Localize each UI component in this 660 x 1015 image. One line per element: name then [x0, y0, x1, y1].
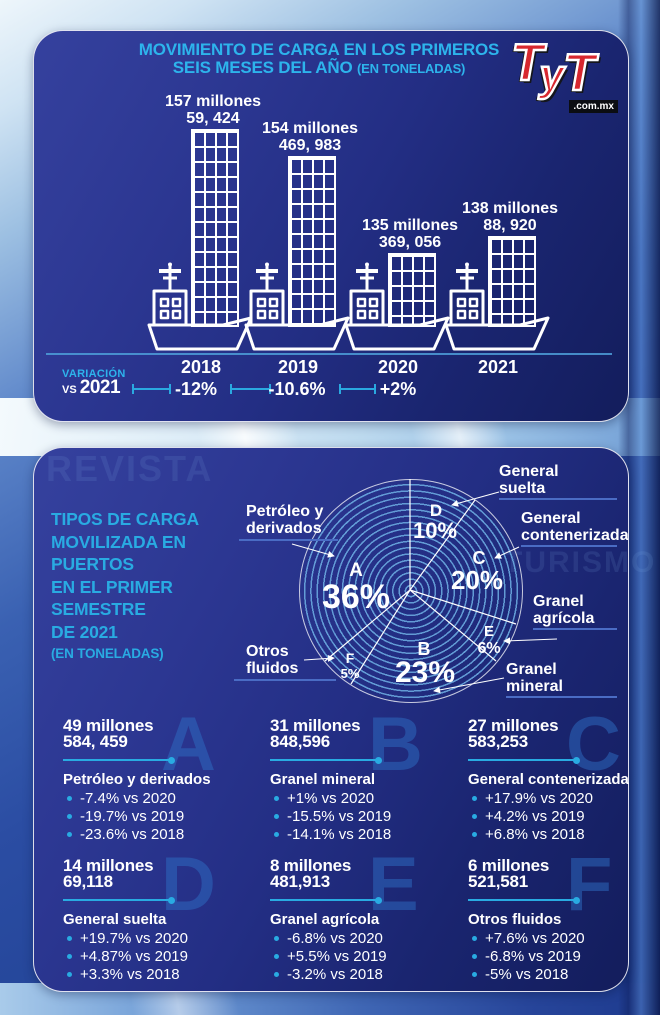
ship-icon: [147, 261, 253, 351]
year-label-2019: 2019: [277, 357, 319, 377]
panel1-title-unit: (EN TONELADAS): [357, 61, 466, 76]
bullet-dot: [472, 954, 477, 959]
card-B: B 31 millones 848,596 Granel mineral +1%…: [270, 707, 465, 842]
card-B-letter: B: [368, 702, 423, 787]
cargo-movement-panel: MOVIMIENTO DE CARGA EN LOS PRIMEROS SEIS…: [33, 30, 629, 422]
panel1-title-line1: MOVIMIENTO DE CARGA EN LOS PRIMEROS: [138, 40, 500, 59]
bullet-dot: [274, 814, 279, 819]
card-C: C 27 millones 583,253 General conteneriz…: [468, 707, 660, 842]
svg-text:derivados: derivados: [246, 520, 322, 537]
card-A-letter: A: [161, 702, 216, 787]
callout-contenerizada: General: [521, 510, 581, 527]
card-rule: [63, 896, 175, 904]
svg-text:fluidos: fluidos: [246, 660, 299, 677]
bullet-dot: [67, 954, 72, 959]
svg-text:agrícola: agrícola: [533, 610, 594, 627]
year-label-2020: 2020: [377, 357, 419, 377]
card-F-name: Otros fluidos: [468, 911, 562, 928]
tyt-logo: T y T .com.mx: [506, 25, 618, 113]
logo-domain: .com.mx: [569, 100, 618, 113]
card-rule: [63, 756, 175, 764]
panel1-title-line2: SEIS MESES DEL AÑO (EN TONELADAS): [172, 58, 466, 77]
variation-connector: [132, 384, 171, 394]
bar-2020-value: 135 millones 369, 056: [361, 217, 459, 251]
card-E: E 8 millones 481,913 Granel agrícola -6.…: [270, 847, 465, 982]
year-label-2018: 2018: [180, 357, 222, 377]
variation-vs-year: VS 2021: [62, 377, 121, 398]
bar-2021-value: 138 millones 88, 920: [461, 200, 559, 234]
bullet-dot: [67, 972, 72, 977]
bar-2021-building: [488, 236, 536, 327]
card-E-letter: E: [368, 842, 419, 927]
panel1-title: MOVIMIENTO DE CARGA EN LOS PRIMEROS SEIS…: [94, 41, 544, 78]
bullet-dot: [67, 832, 72, 837]
bar-2019-value: 154 millones 469, 983: [261, 120, 359, 154]
variation-2019: -10.6%: [268, 379, 326, 399]
panel2-title: TIPOS DE CARGA MOVILIZADA EN PUERTOS EN …: [51, 508, 199, 666]
bullet-dot: [472, 796, 477, 801]
variation-connector: [339, 384, 376, 394]
svg-text:mineral: mineral: [506, 678, 563, 695]
bar-2018-building: [191, 129, 239, 327]
variation-block: VARIACIÓN VS 2021: [62, 368, 126, 397]
bullet-dot: [67, 796, 72, 801]
card-F: F 6 millones 521,581 Otros fluidos +7.6%…: [468, 847, 660, 982]
bullet-dot: [472, 832, 477, 837]
callout-mineral: Granel: [506, 661, 557, 678]
bullet-dot: [274, 954, 279, 959]
card-A: A 49 millones 584, 459 Petróleo y deriva…: [63, 707, 258, 842]
cargo-types-panel: REVISTA TURISMO TIPOS DE CARGA MOVILIZAD…: [33, 447, 654, 992]
callout-fluidos: Otros: [246, 643, 289, 660]
bullet-dot: [67, 936, 72, 941]
watermark-text: TURISMO: [504, 546, 657, 579]
card-D: D 14 millones 69,118 General suelta +19.…: [63, 847, 258, 982]
chart-baseline: [46, 353, 612, 355]
svg-text:suelta: suelta: [499, 480, 545, 497]
card-B-name: Granel mineral: [270, 771, 376, 788]
card-rule: [270, 896, 382, 904]
ship-icon: [344, 261, 450, 351]
bar-2019-building: [288, 156, 336, 327]
pie-chart-rings: [299, 479, 523, 703]
variation-connector: [230, 384, 271, 394]
bar-2020-building: [388, 253, 436, 327]
watermark-text: REVISTA: [46, 448, 214, 489]
panel2-title-unit: (EN TONELADAS): [51, 646, 164, 661]
card-rule: [468, 756, 580, 764]
bullet-dot: [274, 936, 279, 941]
card-rule: [270, 756, 382, 764]
callout-suelta: General: [499, 463, 559, 480]
callout-petroleo: Petróleo y: [246, 503, 323, 520]
bullet-dot: [67, 814, 72, 819]
card-C-letter: C: [566, 702, 621, 787]
bar-2018-value: 157 millones 59, 424: [164, 93, 262, 127]
bullet-dot: [472, 936, 477, 941]
ship-icon: [244, 261, 350, 351]
card-D-name: General suelta: [63, 911, 167, 928]
card-D-letter: D: [161, 842, 216, 927]
ship-icon: [444, 261, 550, 351]
bullet-dot: [274, 972, 279, 977]
variation-2020: +2%: [379, 379, 417, 399]
card-E-name: Granel agrícola: [270, 911, 380, 928]
variation-title: VARIACIÓN: [62, 368, 126, 380]
bullet-dot: [472, 814, 477, 819]
card-C-name: General contenerizada: [468, 771, 629, 788]
bullet-dot: [274, 796, 279, 801]
callout-agricola: Granel: [533, 593, 584, 610]
variation-2018: -12%: [174, 379, 218, 399]
card-rule: [468, 896, 580, 904]
card-A-name: Petróleo y derivados: [63, 771, 211, 788]
bullet-dot: [274, 832, 279, 837]
year-label-2021: 2021: [477, 357, 519, 377]
card-F-letter: F: [566, 842, 613, 927]
svg-text:contenerizada: contenerizada: [521, 527, 628, 544]
bullet-dot: [472, 972, 477, 977]
